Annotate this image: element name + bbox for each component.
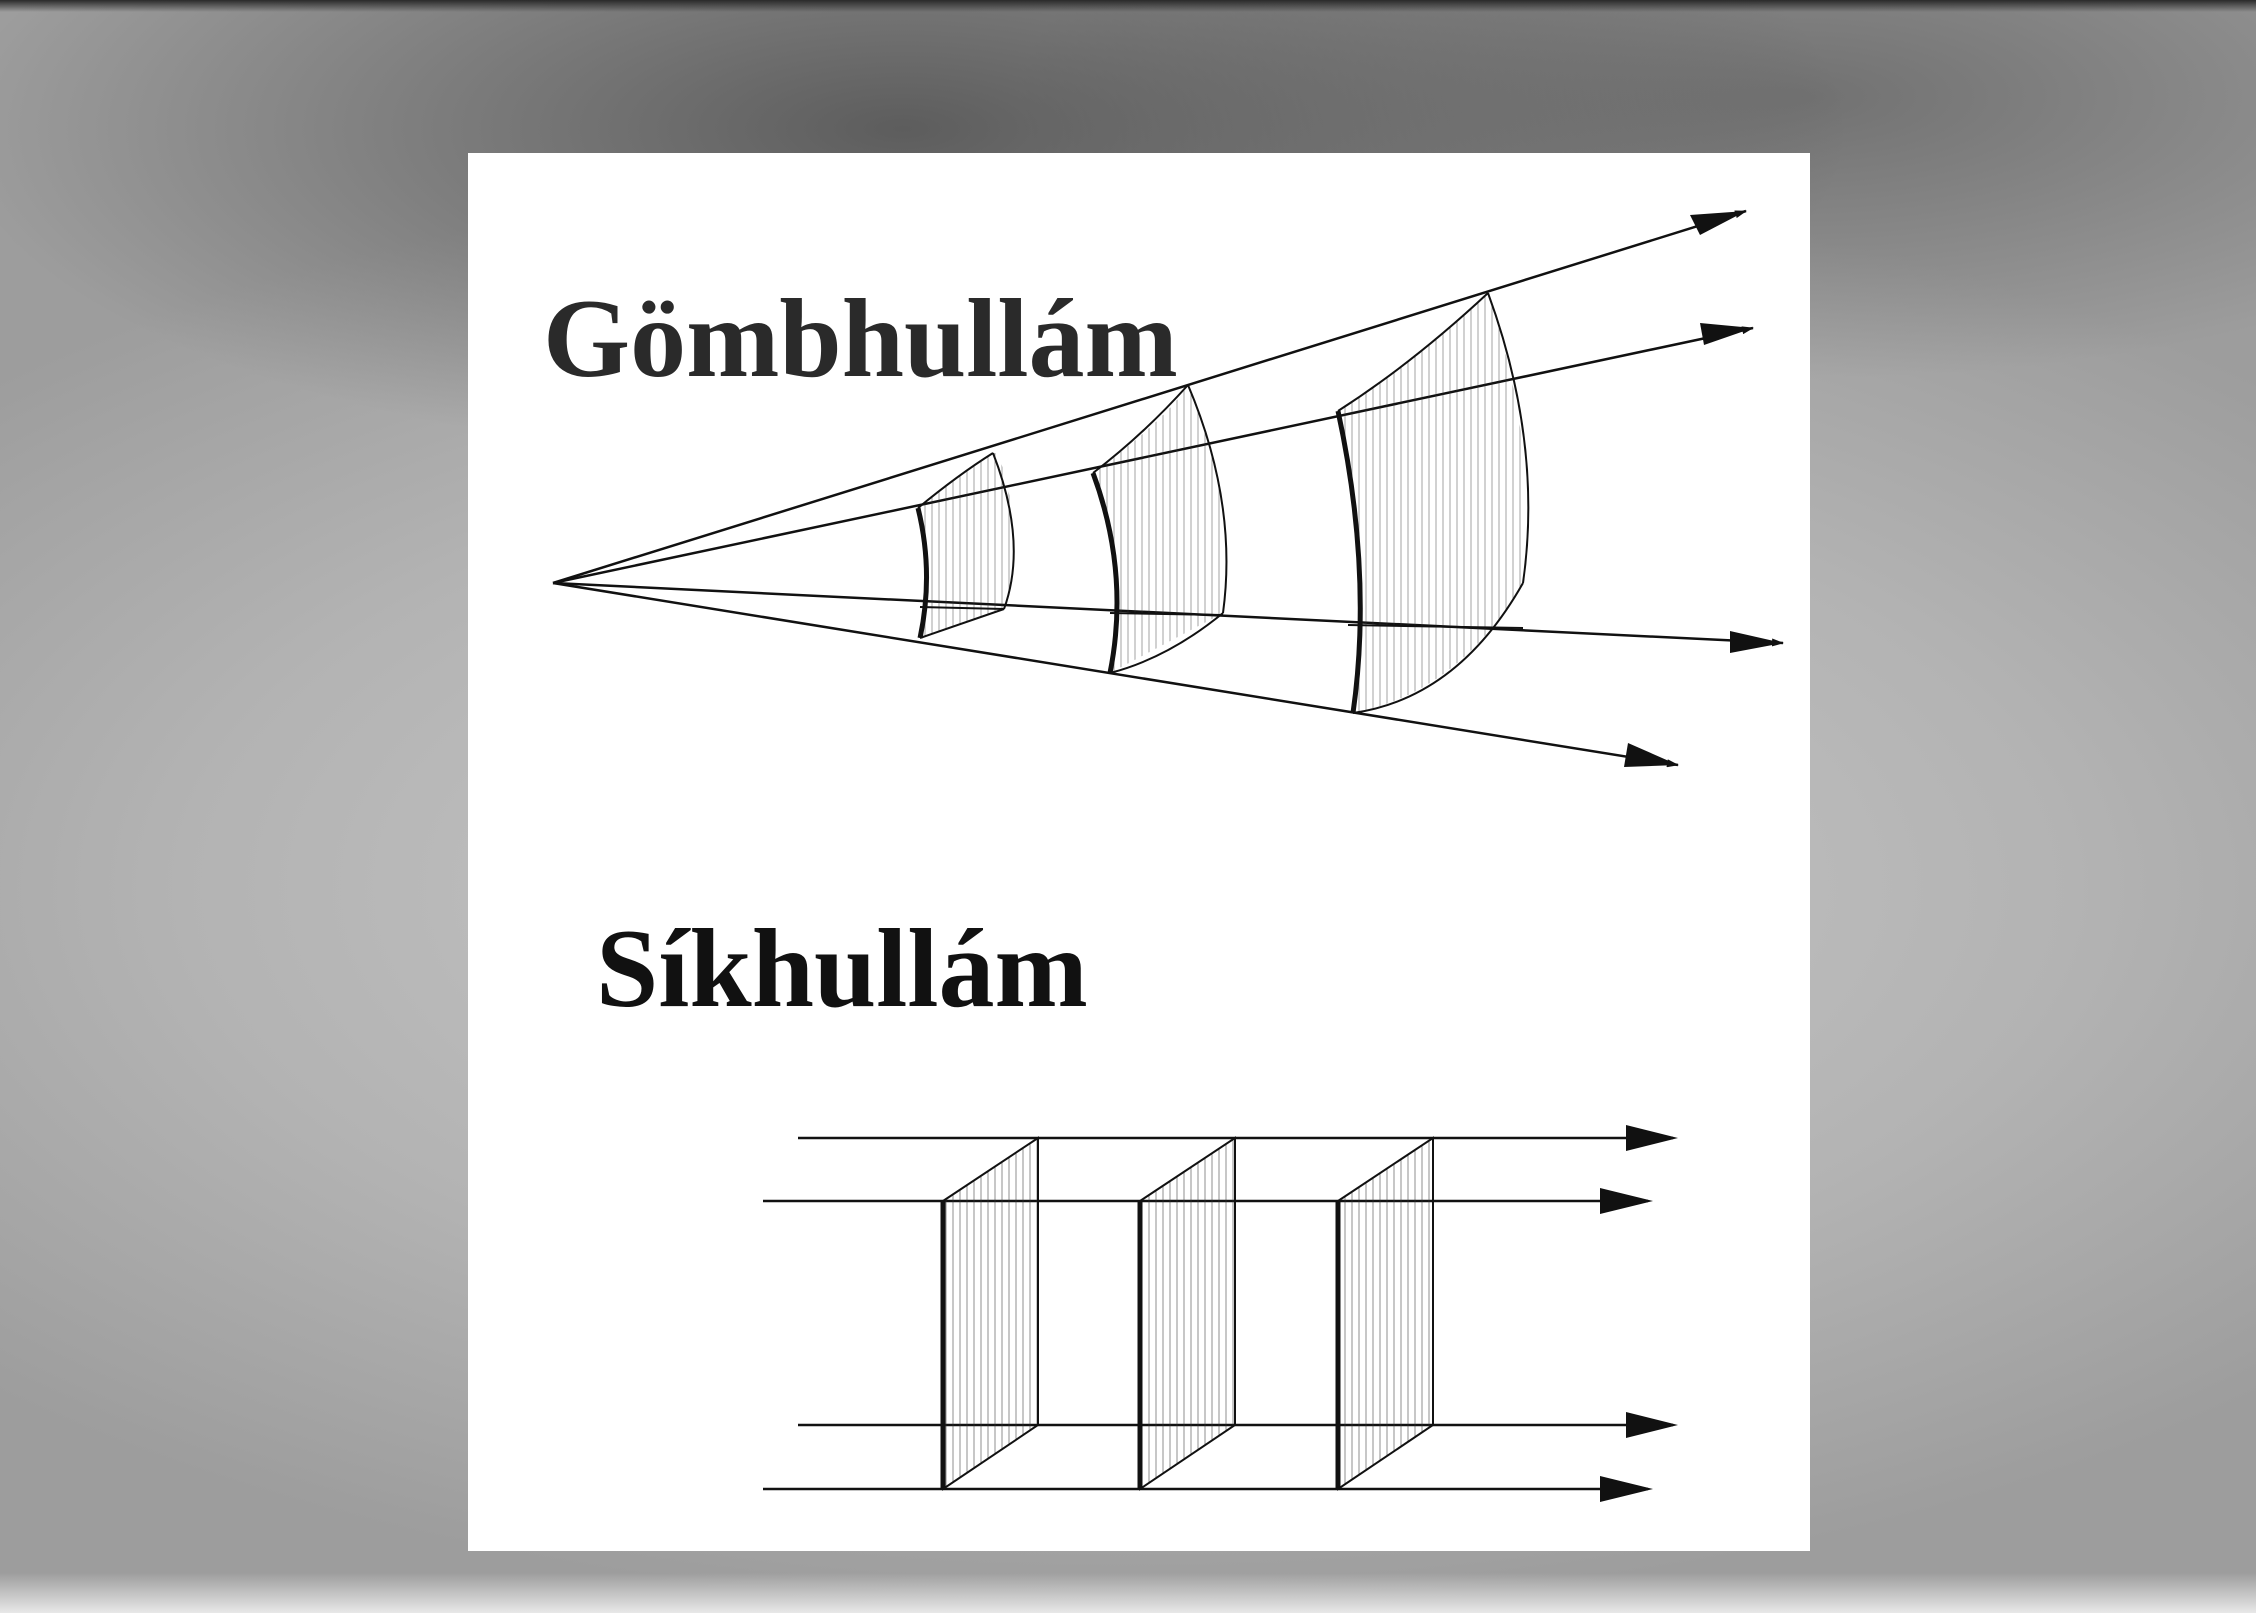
spherical-wave-diagram bbox=[552, 209, 1784, 768]
arrow-head bbox=[1600, 1188, 1653, 1214]
arrow-head bbox=[1626, 1412, 1678, 1438]
spherical-wavefront bbox=[1335, 292, 1530, 714]
photo-bottom-glare bbox=[0, 1573, 2256, 1613]
plane-wave-label: Síkhullám bbox=[596, 907, 1088, 1031]
photo-top-shadow bbox=[0, 0, 2256, 12]
plane-wavefront bbox=[1335, 1136, 1434, 1491]
arrow-head bbox=[1690, 211, 1746, 235]
spherical-wavefront bbox=[1090, 384, 1228, 674]
spherical-wave-label: Gömbhullám bbox=[543, 277, 1178, 401]
plane-wavefront bbox=[1137, 1136, 1236, 1491]
arrow-head bbox=[1700, 323, 1753, 345]
wave-diagram bbox=[552, 209, 1784, 1502]
arrow-head bbox=[1626, 1125, 1678, 1151]
diagram-card: Gömbhullám Síkhullám bbox=[468, 153, 1810, 1551]
arrow-head bbox=[1600, 1476, 1653, 1502]
arrow-head bbox=[1730, 631, 1783, 653]
spherical-wavefront bbox=[915, 452, 1015, 639]
arrow-head bbox=[1624, 743, 1678, 767]
plane-wave-diagram bbox=[763, 1125, 1678, 1502]
plane-wavefront bbox=[940, 1136, 1039, 1491]
